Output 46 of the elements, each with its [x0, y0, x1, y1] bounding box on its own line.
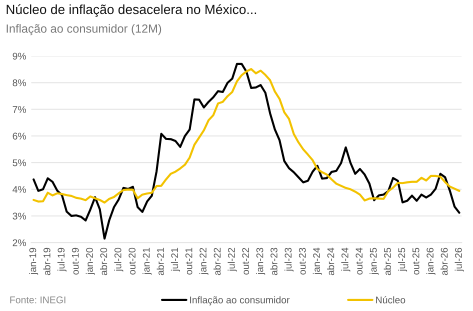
x-tick-label: jan-21 — [142, 248, 152, 275]
x-tick-label: jan-20 — [86, 248, 95, 275]
x-tick-label: out-19 — [72, 248, 79, 275]
x-tick-label: out-25 — [412, 248, 420, 275]
x-tick-label: abr-20 — [100, 248, 108, 276]
x-tick-label: abr-23 — [270, 248, 278, 276]
x-tick-label: out-20 — [128, 248, 136, 275]
x-tick-label: jul-21 — [170, 248, 180, 272]
y-tick-label: 6% — [12, 132, 26, 140]
x-tick-label: jul-26 — [454, 248, 464, 272]
y-tick-label: 4% — [12, 186, 26, 193]
x-tick-label: jan-24 — [312, 248, 322, 275]
x-tick-label: out-23 — [298, 248, 306, 275]
line-series — [32, 68, 460, 204]
x-tick-label: out-24 — [356, 248, 363, 275]
x-tick-label: jan-26 — [426, 248, 436, 275]
x-tick-label: out-22 — [242, 248, 250, 275]
x-tick-label: jul-19 — [57, 248, 66, 272]
x-tick-label: jan-19 — [29, 248, 38, 275]
chart-subtitle: Inflação ao consumidor (12M) — [6, 24, 162, 36]
legend-label: Núcleo — [376, 296, 406, 304]
x-tick-label: jul-20 — [114, 248, 124, 272]
y-tick-label: 7% — [12, 106, 26, 113]
source-note: Fonte: INEGI — [10, 296, 66, 304]
y-tick-label: 2% — [12, 239, 26, 246]
x-tick-label: jan-23 — [256, 248, 266, 275]
chart-title: Núcleo de inflação desacelera no México... — [6, 4, 256, 17]
x-tick-label: out-21 — [185, 248, 192, 275]
y-tick-label: 3% — [12, 212, 26, 220]
y-tick-label: 5% — [12, 159, 26, 166]
y-tick-label: 9% — [12, 52, 26, 60]
x-tick-label: jul-24 — [341, 248, 350, 272]
x-tick-label: abr-26 — [440, 248, 448, 276]
x-tick-label: jul-25 — [398, 248, 408, 272]
x-tick-label: jan-22 — [199, 248, 208, 275]
x-tick-label: abr-22 — [214, 248, 221, 276]
x-tick-label: abr-24 — [327, 248, 334, 276]
x-tick-label: abr-19 — [43, 248, 50, 276]
x-tick-label: jul-22 — [228, 248, 237, 272]
legend-label: Inflação ao consumidor — [190, 296, 290, 306]
x-tick-label: jan-25 — [370, 248, 379, 275]
x-tick-label: abr-21 — [156, 248, 164, 276]
y-tick-label: 8% — [12, 79, 26, 86]
x-tick-label: abr-25 — [384, 248, 391, 276]
x-tick-label: jul-23 — [284, 248, 294, 272]
line-series — [32, 62, 460, 240]
